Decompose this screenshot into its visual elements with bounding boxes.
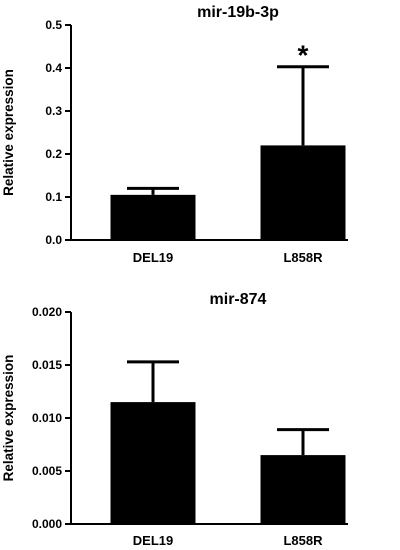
chart1-y-tick-label: 0.3 <box>45 104 62 118</box>
chart2-y-tick-label: 0.015 <box>32 358 62 372</box>
chart1-title: mir-19b-3p <box>197 4 279 21</box>
chart2-y-tick-label: 0.010 <box>32 411 62 425</box>
chart1-category-label: DEL19 <box>133 250 173 265</box>
chart2-bar-DEL19 <box>110 402 196 524</box>
chart2-bar-L858R <box>260 455 346 524</box>
chart2-title: mir-874 <box>210 291 267 308</box>
chart1-y-tick-label: 0.5 <box>45 18 62 32</box>
chart1-bar-DEL19 <box>110 194 196 240</box>
chart1-bar-L858R <box>260 145 346 240</box>
chart1-y-tick-label: 0.4 <box>45 61 62 75</box>
chart2-category-label: DEL19 <box>133 533 173 548</box>
chart2-category-label: L858R <box>283 533 323 548</box>
chart2-y-tick-label: 0.000 <box>32 517 62 531</box>
chart1-y-tick-label: 0.2 <box>45 147 62 161</box>
chart2-y-axis-label: Relative expression <box>1 355 16 482</box>
chart1-y-tick-label: 0.1 <box>45 190 62 204</box>
chart1-category-label: L858R <box>283 250 323 265</box>
chart1-y-axis-label: Relative expression <box>1 69 16 196</box>
chart1-significance-marker: * <box>298 40 309 71</box>
chart2-y-tick-label: 0.020 <box>32 305 62 319</box>
chart2-y-tick-label: 0.005 <box>32 464 62 478</box>
chart1-y-tick-label: 0.0 <box>45 233 62 247</box>
